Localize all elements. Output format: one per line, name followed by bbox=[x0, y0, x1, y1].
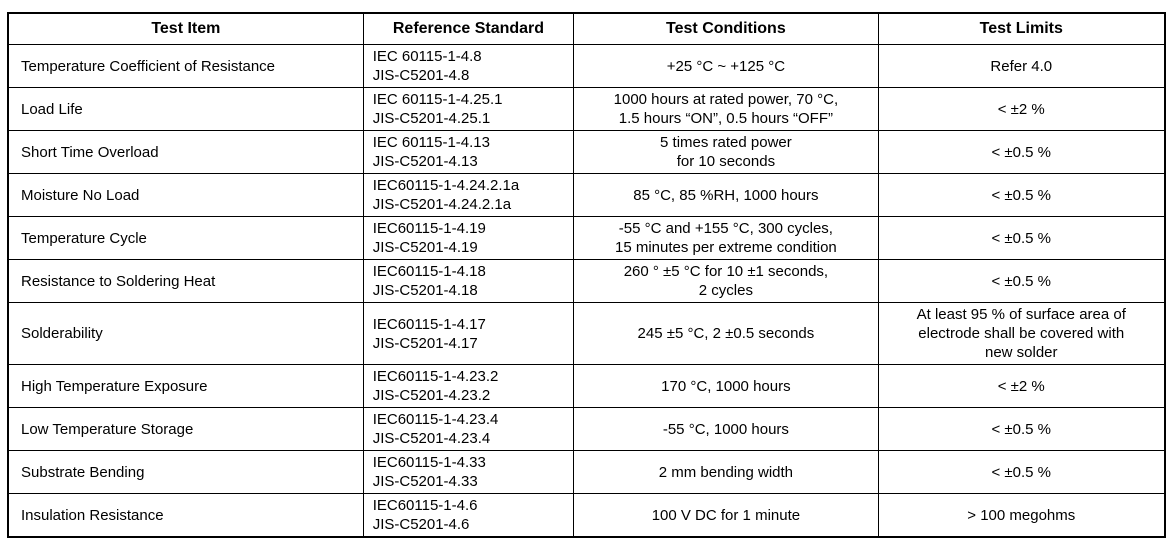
test-item-cell: High Temperature Exposure bbox=[7, 364, 364, 408]
reference-standard-cell: IEC60115-1-4.19 JIS-C5201-4.19 bbox=[362, 216, 575, 260]
table-row: Short Time Overload IEC 60115-1-4.13 JIS… bbox=[7, 130, 1166, 174]
table-row: Temperature Cycle IEC60115-1-4.19 JIS-C5… bbox=[7, 216, 1166, 260]
test-limits-cell: < ±0.5 % bbox=[877, 450, 1166, 494]
test-conditions-cell: 5 times rated power for 10 seconds bbox=[573, 130, 879, 174]
test-limits-cell: < ±2 % bbox=[877, 87, 1166, 131]
test-limits-cell: < ±0.5 % bbox=[877, 216, 1166, 260]
column-header-test-conditions: Test Conditions bbox=[573, 12, 879, 45]
reference-standard-cell: IEC60115-1-4.23.4 JIS-C5201-4.23.4 bbox=[362, 407, 575, 451]
test-conditions-cell: +25 °C ~ +125 °C bbox=[573, 44, 879, 88]
table-row: Substrate Bending IEC60115-1-4.33 JIS-C5… bbox=[7, 450, 1166, 494]
test-item-cell: Moisture No Load bbox=[7, 173, 364, 217]
test-item-cell: Temperature Cycle bbox=[7, 216, 364, 260]
test-item-cell: Short Time Overload bbox=[7, 130, 364, 174]
test-limits-cell: > 100 megohms bbox=[877, 493, 1166, 538]
test-conditions-cell: -55 °C and +155 °C, 300 cycles, 15 minut… bbox=[573, 216, 879, 260]
table-row: Resistance to Soldering Heat IEC60115-1-… bbox=[7, 259, 1166, 303]
test-limits-cell: < ±0.5 % bbox=[877, 407, 1166, 451]
column-header-test-item: Test Item bbox=[7, 12, 364, 45]
reference-standard-cell: IEC60115-1-4.18 JIS-C5201-4.18 bbox=[362, 259, 575, 303]
table-row: Solderability IEC60115-1-4.17 JIS-C5201-… bbox=[7, 302, 1166, 365]
test-conditions-cell: 1000 hours at rated power, 70 °C, 1.5 ho… bbox=[573, 87, 879, 131]
reference-standard-cell: IEC60115-1-4.17 JIS-C5201-4.17 bbox=[362, 302, 575, 365]
test-limits-cell: < ±0.5 % bbox=[877, 173, 1166, 217]
test-limits-cell: < ±0.5 % bbox=[877, 130, 1166, 174]
column-header-test-limits: Test Limits bbox=[877, 12, 1166, 45]
reference-standard-cell: IEC 60115-1-4.13 JIS-C5201-4.13 bbox=[362, 130, 575, 174]
test-specifications-table: Test Item Reference Standard Test Condit… bbox=[7, 12, 1166, 538]
test-item-cell: Resistance to Soldering Heat bbox=[7, 259, 364, 303]
test-conditions-cell: -55 °C, 1000 hours bbox=[573, 407, 879, 451]
reference-standard-cell: IEC60115-1-4.23.2 JIS-C5201-4.23.2 bbox=[362, 364, 575, 408]
test-limits-cell: Refer 4.0 bbox=[877, 44, 1166, 88]
test-conditions-cell: 170 °C, 1000 hours bbox=[573, 364, 879, 408]
test-item-cell: Temperature Coefficient of Resistance bbox=[7, 44, 364, 88]
reference-standard-cell: IEC 60115-1-4.25.1 JIS-C5201-4.25.1 bbox=[362, 87, 575, 131]
table-row: Insulation Resistance IEC60115-1-4.6 JIS… bbox=[7, 493, 1166, 538]
test-item-cell: Load Life bbox=[7, 87, 364, 131]
test-item-cell: Low Temperature Storage bbox=[7, 407, 364, 451]
test-conditions-cell: 100 V DC for 1 minute bbox=[573, 493, 879, 538]
test-conditions-cell: 260 ° ±5 °C for 10 ±1 seconds, 2 cycles bbox=[573, 259, 879, 303]
reference-standard-cell: IEC60115-1-4.24.2.1a JIS-C5201-4.24.2.1a bbox=[362, 173, 575, 217]
reference-standard-cell: IEC60115-1-4.6 JIS-C5201-4.6 bbox=[362, 493, 575, 538]
test-limits-cell: At least 95 % of surface area of electro… bbox=[877, 302, 1166, 365]
table-row: Load Life IEC 60115-1-4.25.1 JIS-C5201-4… bbox=[7, 87, 1166, 131]
reference-standard-cell: IEC 60115-1-4.8 JIS-C5201-4.8 bbox=[362, 44, 575, 88]
test-limits-cell: < ±0.5 % bbox=[877, 259, 1166, 303]
test-conditions-cell: 2 mm bending width bbox=[573, 450, 879, 494]
test-conditions-cell: 245 ±5 °C, 2 ±0.5 seconds bbox=[573, 302, 879, 365]
test-item-cell: Substrate Bending bbox=[7, 450, 364, 494]
test-limits-cell: < ±2 % bbox=[877, 364, 1166, 408]
test-item-cell: Solderability bbox=[7, 302, 364, 365]
reference-standard-cell: IEC60115-1-4.33 JIS-C5201-4.33 bbox=[362, 450, 575, 494]
test-conditions-cell: 85 °C, 85 %RH, 1000 hours bbox=[573, 173, 879, 217]
table-header-row: Test Item Reference Standard Test Condit… bbox=[7, 12, 1166, 45]
table-row: Moisture No Load IEC60115-1-4.24.2.1a JI… bbox=[7, 173, 1166, 217]
table-row: High Temperature Exposure IEC60115-1-4.2… bbox=[7, 364, 1166, 408]
test-item-cell: Insulation Resistance bbox=[7, 493, 364, 538]
table-row: Temperature Coefficient of Resistance IE… bbox=[7, 44, 1166, 88]
column-header-reference-standard: Reference Standard bbox=[362, 12, 575, 45]
table-row: Low Temperature Storage IEC60115-1-4.23.… bbox=[7, 407, 1166, 451]
